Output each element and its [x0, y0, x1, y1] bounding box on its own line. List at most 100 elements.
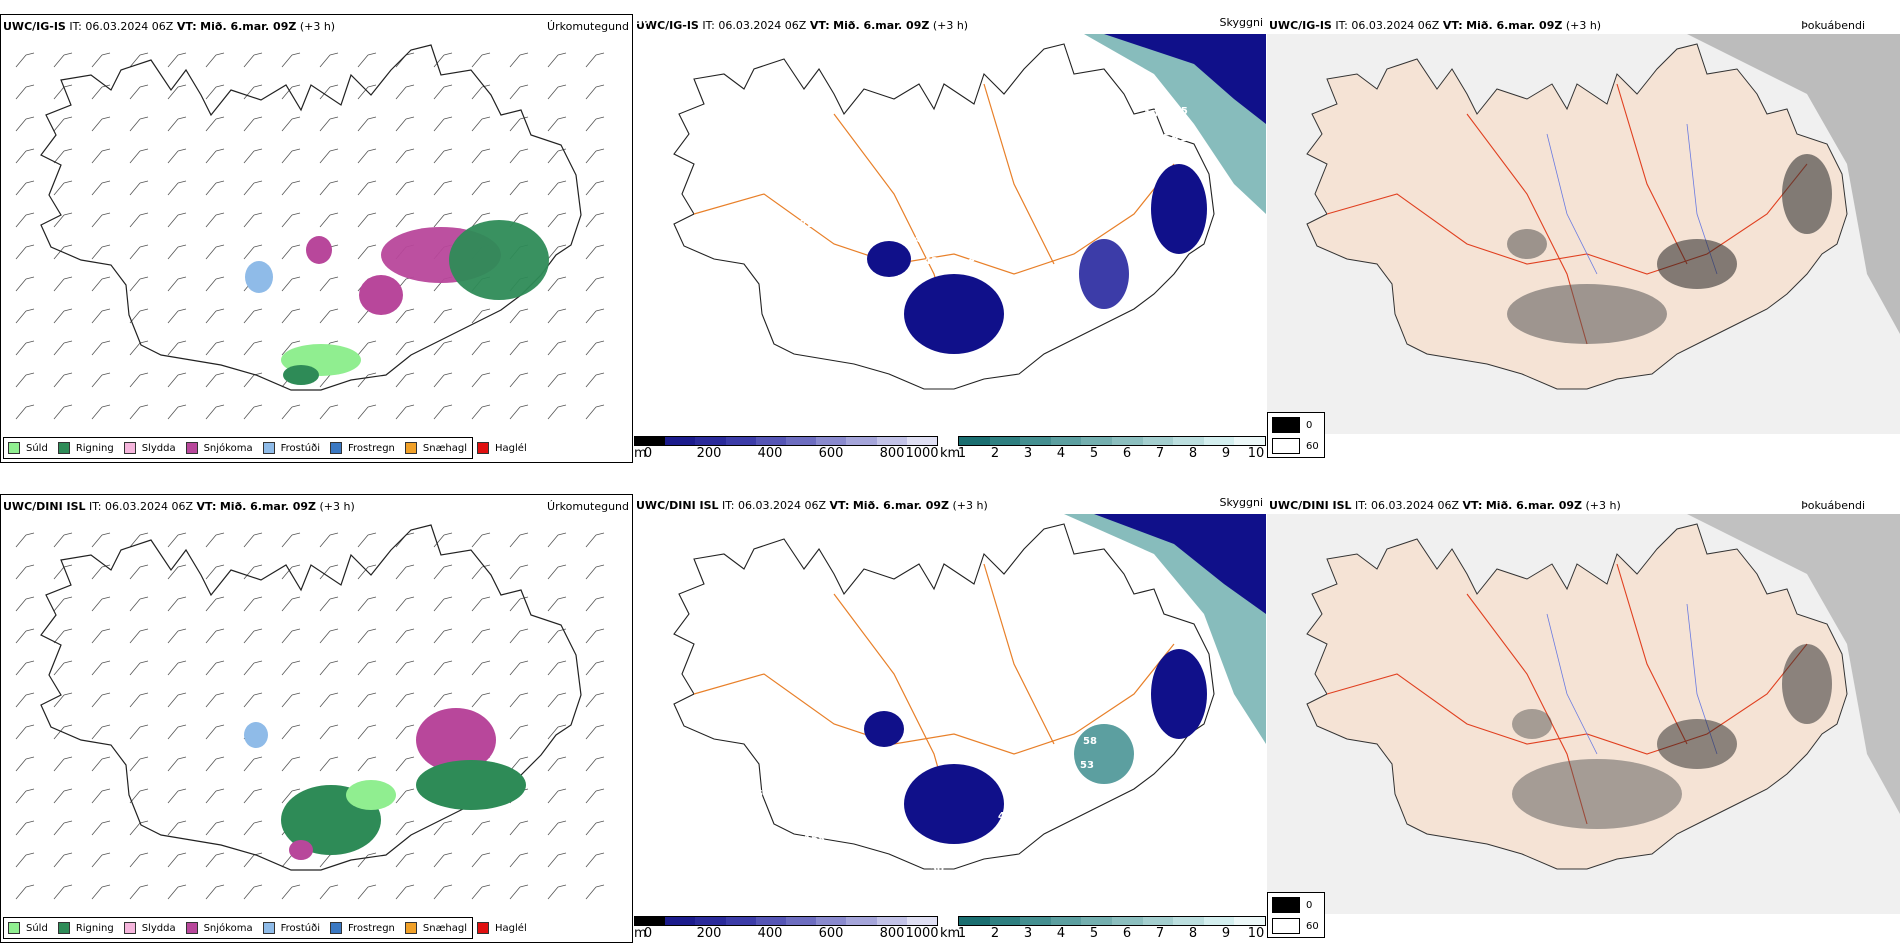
fog-legend: 0 60: [1267, 892, 1325, 938]
wind-barb: [129, 212, 149, 228]
wind-barb: [471, 532, 491, 548]
wind-barb: [585, 276, 605, 292]
wind-barb: [91, 404, 111, 420]
wind-barb: [15, 308, 35, 324]
colorbar-cell: [695, 917, 726, 925]
cloud-base-label: 281: [954, 238, 975, 249]
colorbar-cell: [786, 917, 817, 925]
wind-barb: [585, 308, 605, 324]
precip-map: [15, 44, 605, 420]
wind-barb: [357, 244, 377, 260]
wind-barb: [433, 84, 453, 100]
legend-swatch: [123, 442, 136, 454]
wind-barb: [129, 116, 149, 132]
colorbar-cell: [1203, 437, 1235, 445]
cloud-base-label: 628: [935, 166, 956, 177]
wind-barb: [319, 628, 339, 644]
wind-barb: [281, 724, 301, 740]
wind-barb: [205, 820, 225, 836]
wind-barb: [509, 660, 529, 676]
wind-barb: [15, 52, 35, 68]
wind-barb: [91, 692, 111, 708]
colorbar-cell: [846, 437, 877, 445]
wind-barb: [243, 308, 263, 324]
wind-barb: [243, 756, 263, 772]
panel-header: UWC/IG-IS IT: 06.03.2024 06Z VT: Mið. 6.…: [1269, 19, 1602, 32]
wind-barb: [547, 532, 567, 548]
wind-barb: [319, 180, 339, 196]
legend-swatch: [123, 922, 136, 934]
colorbar-cell: [989, 437, 1021, 445]
wind-barb: [243, 884, 263, 900]
wind-barb: [585, 180, 605, 196]
wind-barb: [585, 788, 605, 804]
wind-barb: [15, 692, 35, 708]
wind-barb: [547, 148, 567, 164]
wind-barb: [547, 852, 567, 868]
legend-swatch: [57, 442, 70, 454]
fog-map: [1267, 34, 1900, 434]
wind-barb: [585, 244, 605, 260]
wind-barb: [205, 372, 225, 388]
wind-barb: [281, 660, 301, 676]
wind-barb: [319, 84, 339, 100]
wind-barb: [281, 244, 301, 260]
wind-barb: [509, 52, 529, 68]
cloud-panel-row2: UWC/DINI ISL IT: 06.03.2024 06Z VT: Mið.…: [634, 494, 1266, 943]
cloud-base-label: 72: [800, 219, 814, 230]
wind-barb: [243, 180, 263, 196]
wind-barb: [243, 692, 263, 708]
wind-barb: [281, 276, 301, 292]
legend-item: Haglél: [477, 922, 527, 934]
wind-barb: [15, 564, 35, 580]
wind-barb: [547, 276, 567, 292]
wind-barb: [129, 820, 149, 836]
wind-barb: [319, 596, 339, 612]
legend-item: Súld: [8, 442, 48, 454]
cloud-base-label: 74: [1148, 616, 1162, 627]
wind-barbs: [15, 52, 605, 420]
wind-barb: [547, 820, 567, 836]
wind-barb: [53, 628, 73, 644]
wind-barb: [357, 148, 377, 164]
legend-swatch: [404, 442, 417, 454]
wind-barb: [357, 404, 377, 420]
wind-barb: [357, 596, 377, 612]
wind-barb: [129, 84, 149, 100]
wind-barb: [509, 724, 529, 740]
wind-barb: [281, 180, 301, 196]
wind-barb: [167, 756, 187, 772]
wind-barb: [205, 724, 225, 740]
wind-barb: [395, 564, 415, 580]
wind-barb: [205, 116, 225, 132]
wind-barb: [547, 724, 567, 740]
wind-barb: [585, 884, 605, 900]
precip-panel-row2: UWC/DINI ISL IT: 06.03.2024 06Z VT: Mið.…: [0, 494, 633, 943]
wind-barb: [129, 340, 149, 356]
wind-barb: [281, 308, 301, 324]
wind-barb: [15, 84, 35, 100]
wind-barb: [319, 564, 339, 580]
wind-barb: [585, 52, 605, 68]
cloud-base-label: 63: [1152, 136, 1166, 147]
legend-item: 60: [1272, 917, 1320, 935]
cloud-base-label: 10: [1144, 109, 1158, 120]
wind-barb: [547, 660, 567, 676]
wind-barb: [53, 884, 73, 900]
wind-barb: [91, 820, 111, 836]
wind-barb: [395, 788, 415, 804]
wind-barb: [167, 724, 187, 740]
wind-barb: [15, 884, 35, 900]
fog-panel-row1: UWC/IG-IS IT: 06.03.2024 06Z VT: Mið. 6.…: [1267, 14, 1900, 463]
wind-barb: [167, 596, 187, 612]
wind-barb: [205, 884, 225, 900]
wind-barb: [471, 52, 491, 68]
cloud-base-label: 158: [804, 834, 825, 845]
wind-barb: [243, 116, 263, 132]
wind-barb: [53, 52, 73, 68]
wind-barb: [15, 180, 35, 196]
wind-barb: [129, 404, 149, 420]
cloud-base-label: 45: [1013, 796, 1027, 807]
wind-barb: [205, 628, 225, 644]
wind-barb: [281, 756, 301, 772]
